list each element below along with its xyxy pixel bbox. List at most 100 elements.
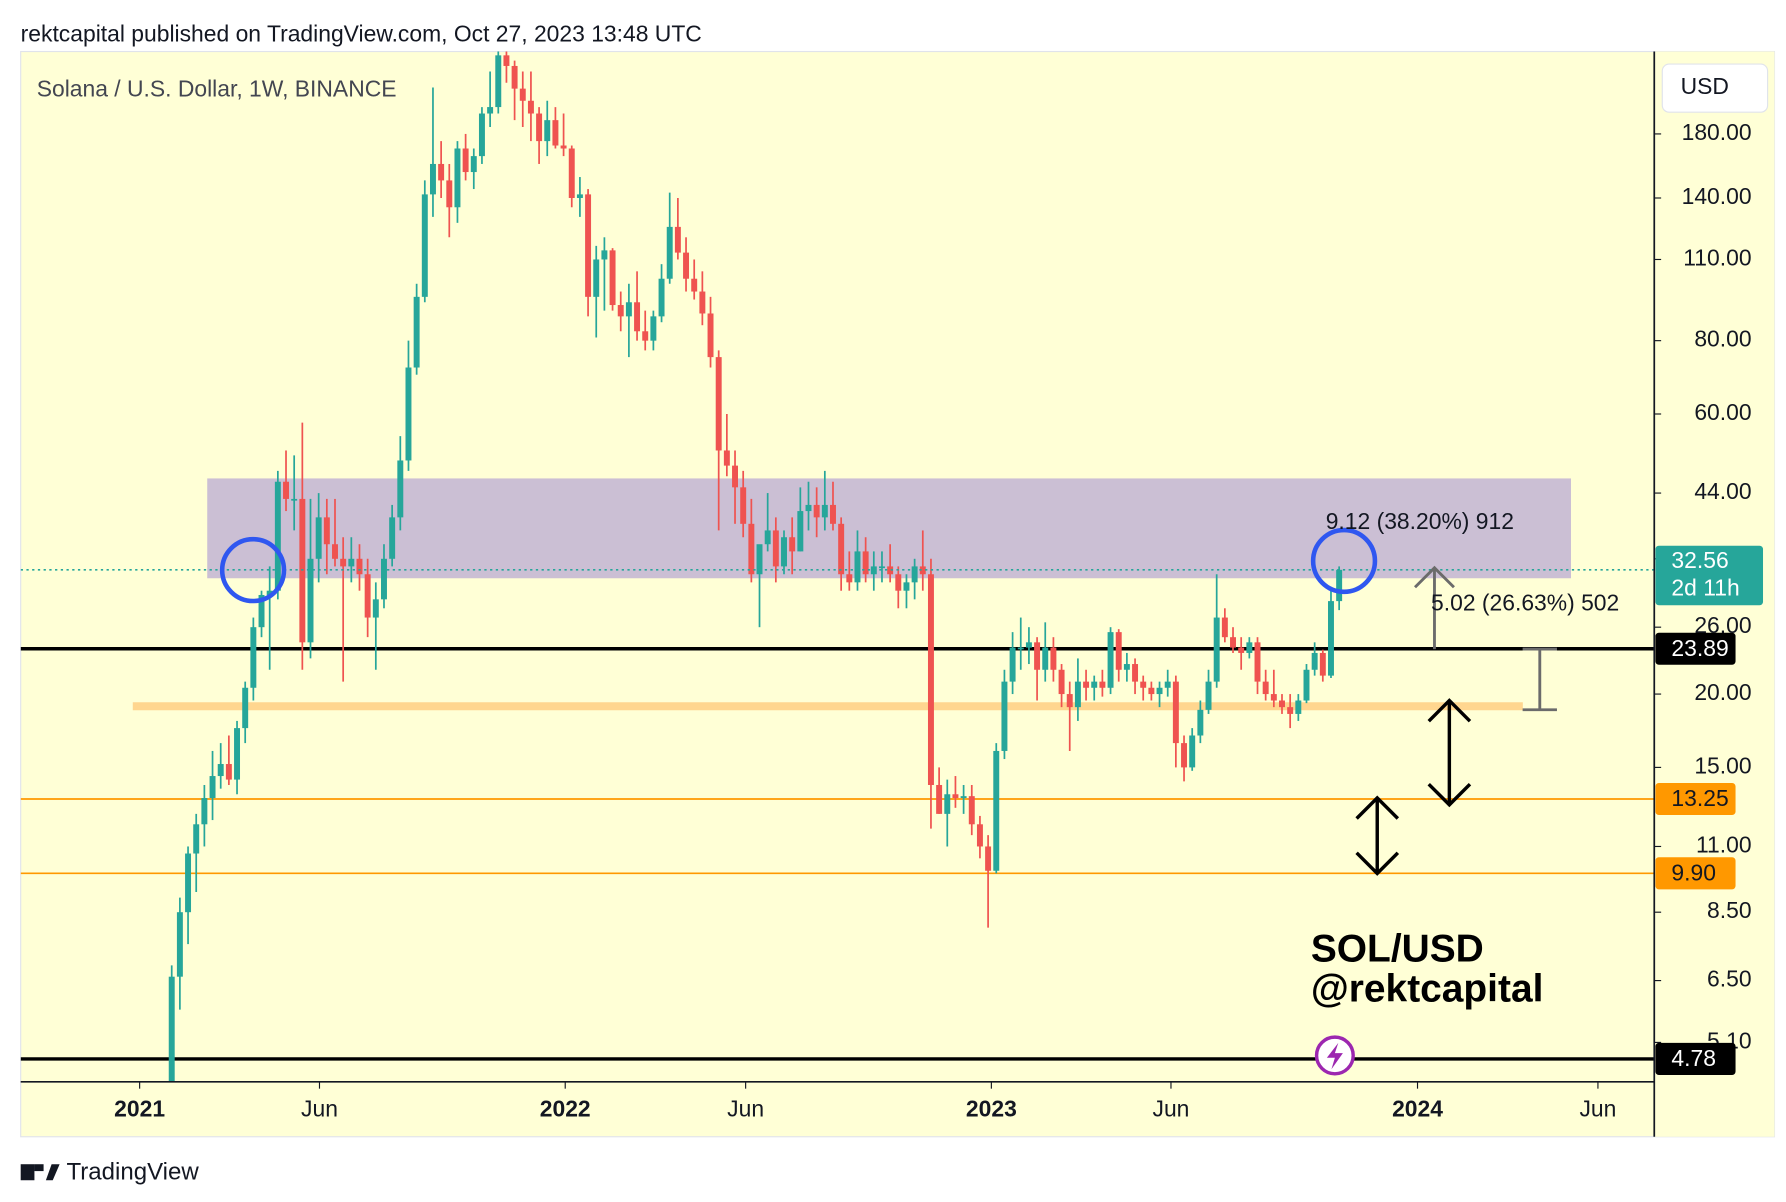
candle-body [813,504,820,518]
candle-body [1034,642,1041,670]
candle-body [568,148,575,198]
header: rektcapital published on TradingView.com… [21,21,702,47]
candle-body [895,574,902,591]
candle-body [927,574,934,785]
event-icon-bolt [1326,1042,1343,1070]
candle-body [634,302,641,332]
last-price-label: 32.56 [1671,547,1728,573]
candle-body [307,558,314,643]
candle-body [536,113,543,142]
chart-title: Solana / U.S. Dollar, 1W, BINANCE [37,75,397,101]
candle-body [1238,647,1245,653]
candle-body [225,764,232,780]
candle-body [789,537,796,552]
candle-body [944,794,951,814]
level-label-bg [1655,632,1736,665]
x-tick-label: Jun [727,1095,764,1121]
candle-body [797,511,804,552]
candle-body [1311,652,1318,670]
candle-body [1197,709,1204,736]
candle-body [1115,632,1122,670]
candle-body [1042,647,1049,670]
candle-body [397,460,404,518]
x-tick-label: 2022 [540,1095,591,1121]
candle-body [176,912,183,977]
x-tick-label: Jun [1153,1095,1190,1121]
candle-body [1287,707,1294,714]
y-tick-label: 6.50 [1707,966,1752,992]
candle-body [1221,617,1228,638]
candle-body [266,590,273,595]
candle-body [936,784,943,814]
candle-body [609,250,616,306]
candle-body [919,566,926,575]
double-arrow [1355,698,1472,876]
candle-body [1164,681,1171,688]
candle-body [544,120,551,142]
candle-body [887,566,894,575]
circle-highlight [1310,527,1378,595]
candle-body [1189,735,1196,768]
level-label: 23.89 [1671,635,1728,661]
candle-body [372,599,379,618]
candle-body [764,530,771,545]
candle-body [405,367,412,461]
candle-body [495,55,502,108]
candle-body [666,226,673,279]
candle-body [732,465,738,488]
x-tick-label: Jun [1579,1095,1616,1121]
candle-body [699,291,706,314]
candle-body [617,305,624,317]
candle-body [413,296,420,368]
candle-body [283,481,289,499]
candle-body [1254,642,1261,682]
y-tick-label: 60.00 [1694,399,1751,425]
candle-body [585,194,592,297]
candle-body [1270,694,1277,701]
candle-body [625,302,632,317]
candle-body [364,574,371,618]
candle-body [1001,681,1008,751]
candle-body [560,145,567,149]
candle-body [1336,569,1343,602]
candle-body [274,481,281,591]
last-price-bg [1655,545,1764,606]
level-label: 4.78 [1671,1045,1716,1071]
candle-body [723,450,730,466]
level-label: 9.90 [1671,860,1716,886]
candle-body [1181,743,1188,768]
candle-body [821,504,828,518]
candle-body [1213,617,1220,682]
candle-body [968,796,975,825]
countdown: 2d 11h [1671,574,1739,600]
candle-body [1140,681,1147,688]
currency-button[interactable] [1661,63,1769,113]
x-tick-label: 2024 [1392,1095,1443,1121]
y-tick-label: 15.00 [1694,752,1751,778]
candle-body [838,523,845,575]
candle-body [830,504,836,524]
x-tick-label: 2021 [114,1095,165,1121]
candle-body [438,163,445,181]
candle-body [527,100,534,114]
level-label: 13.25 [1671,785,1728,811]
candle-body [707,313,714,358]
candle-body [193,824,200,854]
candle-body [1156,687,1163,695]
candle-body [985,846,992,871]
candle-body [258,594,265,628]
candle-body [976,824,983,847]
watermark: SOL/USD [1311,928,1484,971]
candle-body [862,551,869,575]
candle-body [715,357,722,451]
candle-body [1066,694,1073,708]
candle-body [1279,700,1285,708]
y-tick-label: 20.00 [1694,679,1751,705]
candle-body [429,163,436,195]
candle-body [1246,642,1253,653]
candle-body [389,517,396,559]
y-tick-label: 8.50 [1707,897,1752,923]
candle-body [1017,647,1024,650]
